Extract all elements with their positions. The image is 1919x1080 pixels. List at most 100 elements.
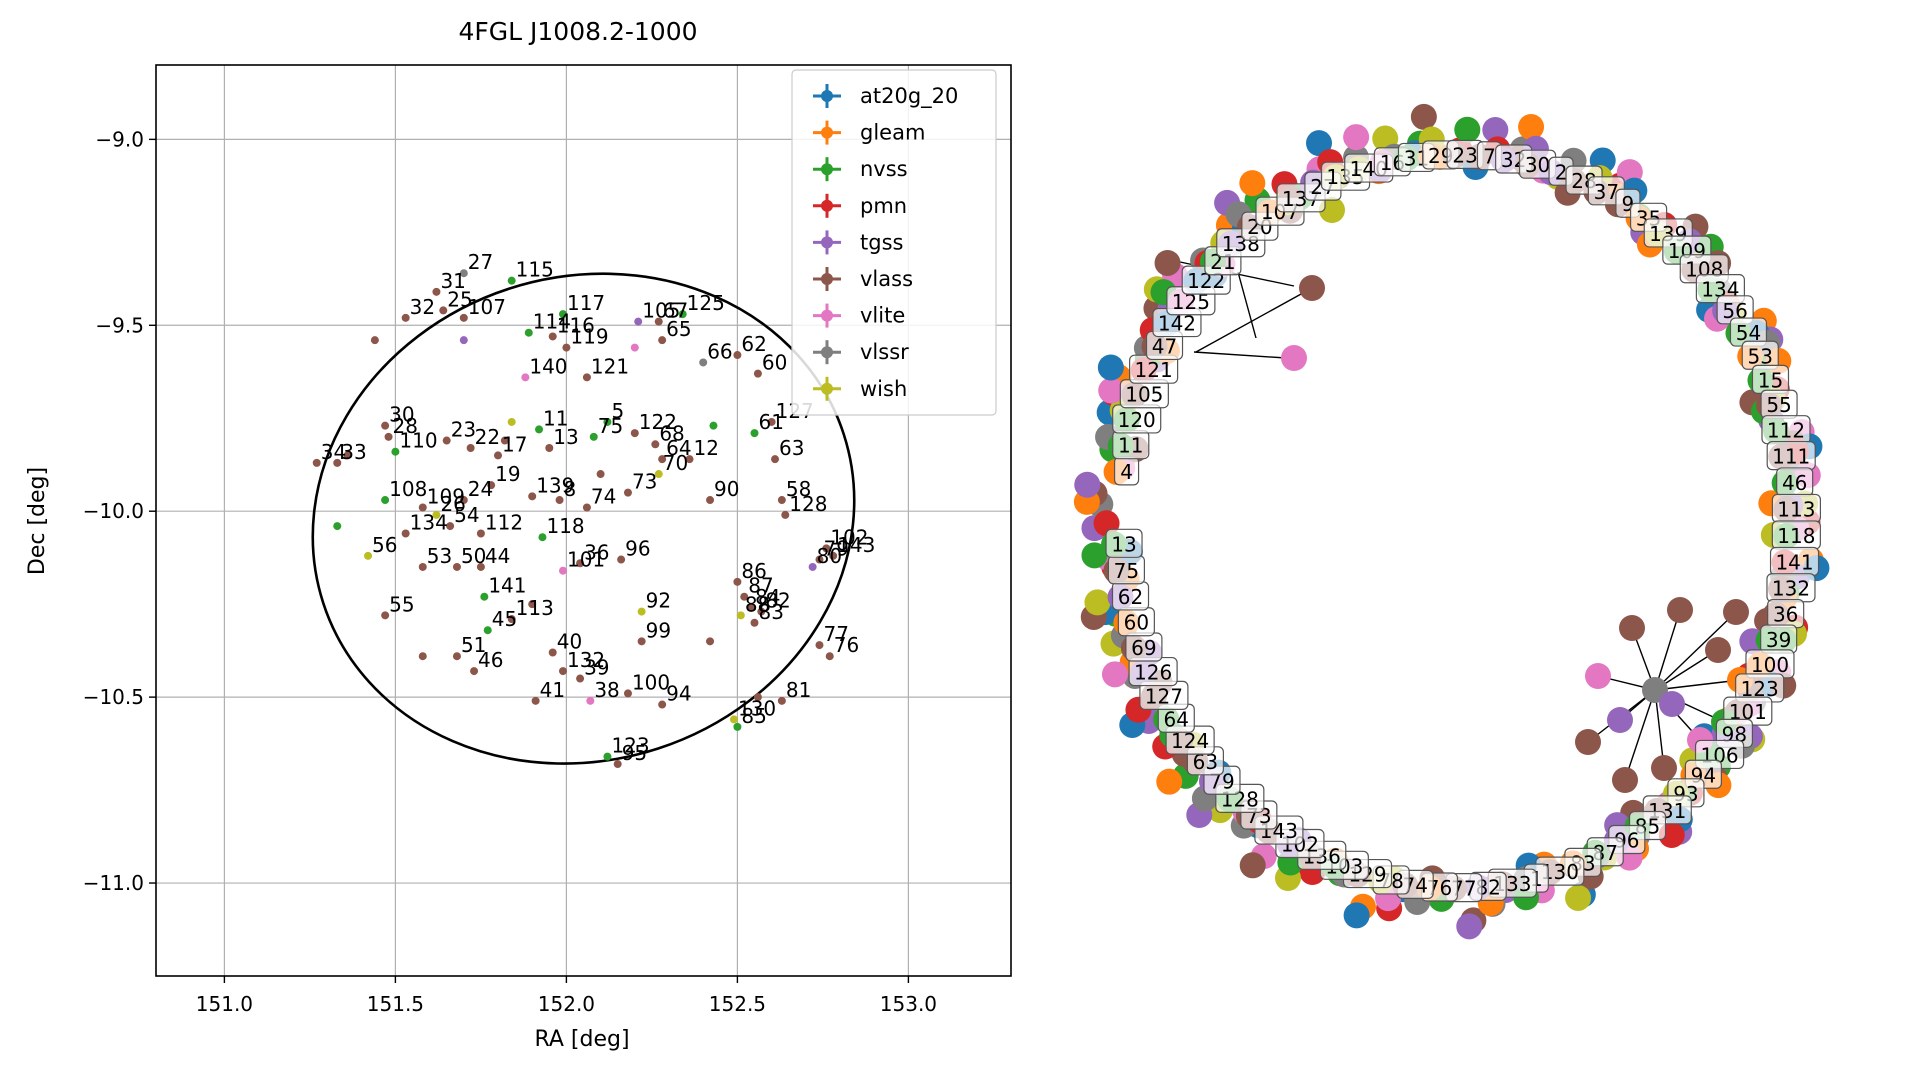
- network-node: [1156, 768, 1183, 795]
- network-node: [1239, 170, 1266, 197]
- source-point-nvss: [678, 310, 687, 319]
- network-edge: [1654, 611, 1737, 691]
- network-node: [1098, 377, 1125, 404]
- network-label: 2: [1555, 160, 1568, 184]
- sky-scatter-panel: 4FGL J1008.2-1000 151.0 151.5 152.0 152.5 15…: [25, 17, 1012, 1052]
- source-point-vlass: [381, 421, 390, 430]
- source-point-vlass: [576, 674, 585, 683]
- source-point-vlass: [582, 373, 591, 382]
- source-point-wish: [637, 607, 646, 616]
- source-point-vlass: [777, 496, 786, 505]
- source-label: 113: [516, 596, 554, 620]
- source-point-nvss: [535, 425, 544, 434]
- network-node: [1074, 471, 1101, 498]
- network-edge: [1654, 679, 1741, 691]
- source-label: 34: [321, 440, 346, 464]
- source-point-vlass: [623, 488, 632, 497]
- network-node: [1612, 767, 1638, 793]
- source-point-nvss: [733, 722, 742, 731]
- network-label: 69: [1131, 636, 1156, 660]
- source-point-vlass: [446, 522, 455, 531]
- source-label: 134: [410, 511, 448, 535]
- source-point-vlass: [767, 417, 776, 426]
- source-label: 25: [447, 287, 472, 311]
- source-label: 130: [738, 696, 776, 720]
- source-point-vlass: [815, 641, 824, 650]
- source-point-vlass: [654, 317, 663, 326]
- source-point-vlass: [507, 615, 516, 624]
- source-label: 36: [584, 540, 609, 564]
- source-point-vlass: [747, 603, 756, 612]
- source-label: 102: [830, 525, 868, 549]
- source-point-vlass: [401, 313, 410, 322]
- network-label: 23: [1452, 143, 1477, 167]
- network-label: 120: [1118, 408, 1156, 432]
- source-point-vlass: [829, 551, 838, 560]
- source-label: 88: [745, 592, 770, 616]
- source-label: 39: [584, 656, 609, 680]
- source-label: 123: [611, 734, 649, 758]
- source-label: 101: [567, 548, 605, 572]
- legend-label-wish: wish: [860, 377, 907, 401]
- chart-title: 4FGL J1008.2-1000: [458, 17, 697, 46]
- network-node: [1651, 755, 1677, 781]
- source-label: 139: [536, 473, 574, 497]
- source-label: 87: [748, 574, 773, 598]
- network-label: 75: [1114, 559, 1139, 583]
- source-label: 125: [687, 291, 725, 315]
- network-label: 64: [1164, 707, 1189, 731]
- source-label: 85: [741, 704, 766, 728]
- source-point-vlssr: [699, 358, 708, 367]
- network-label: 126: [1134, 661, 1172, 685]
- source-label: 30: [389, 403, 414, 427]
- source-point-vlass: [381, 611, 390, 620]
- source-point-vlass: [548, 648, 557, 657]
- network-label: 62: [1118, 585, 1143, 609]
- source-point-vlass: [733, 577, 742, 586]
- legend-dot-vlssr: [821, 346, 833, 359]
- network-node: [1343, 124, 1370, 151]
- legend-label-vlass: vlass: [860, 267, 913, 291]
- legend-label-tgss: tgss: [860, 230, 903, 254]
- association-network-panel: 4111201051214714212512221138201071372713…: [1073, 103, 1830, 940]
- source-label: 60: [762, 351, 787, 375]
- source-point-vlass: [637, 637, 646, 646]
- source-point-vlass: [562, 343, 571, 352]
- source-point-wish: [654, 470, 663, 479]
- source-label: 114: [533, 310, 571, 334]
- network-label: 13: [1111, 532, 1136, 556]
- source-label: 19: [495, 462, 520, 486]
- network-label: 132: [1772, 577, 1810, 601]
- source-label: 110: [399, 429, 437, 453]
- source-point-vlass: [439, 306, 448, 315]
- source-label: 13: [553, 425, 578, 449]
- source-label: 75: [598, 414, 623, 438]
- source-point-wish: [729, 715, 738, 724]
- network-label: 111: [1772, 445, 1810, 469]
- source-point-vlass: [312, 458, 321, 467]
- source-point-vlass: [432, 287, 441, 296]
- source-point-vlass: [706, 496, 715, 505]
- source-point-nvss: [558, 310, 567, 319]
- source-label: 76: [834, 633, 859, 657]
- x-tick-label: 151.5: [367, 992, 424, 1016]
- network-label: 4: [1120, 460, 1133, 484]
- network-label: 124: [1171, 729, 1209, 753]
- y-tick-label: −10.5: [83, 685, 144, 709]
- y-tick-label: −11.0: [83, 871, 144, 895]
- source-label: 55: [389, 592, 414, 616]
- source-label: 64: [666, 436, 691, 460]
- plot-frame: [155, 64, 1012, 977]
- legend-dot-wish: [821, 382, 833, 395]
- x-tick-label: 153.0: [880, 992, 937, 1016]
- source-point-vlass: [528, 492, 537, 501]
- network-label: 141: [1775, 550, 1813, 574]
- source-point-vlite: [521, 373, 530, 382]
- network-node: [1659, 691, 1685, 717]
- source-point-vlite: [630, 343, 639, 352]
- source-point-vlass: [452, 652, 461, 661]
- source-label: 63: [779, 436, 804, 460]
- network-node: [1306, 130, 1333, 157]
- network-label: 46: [1782, 471, 1807, 495]
